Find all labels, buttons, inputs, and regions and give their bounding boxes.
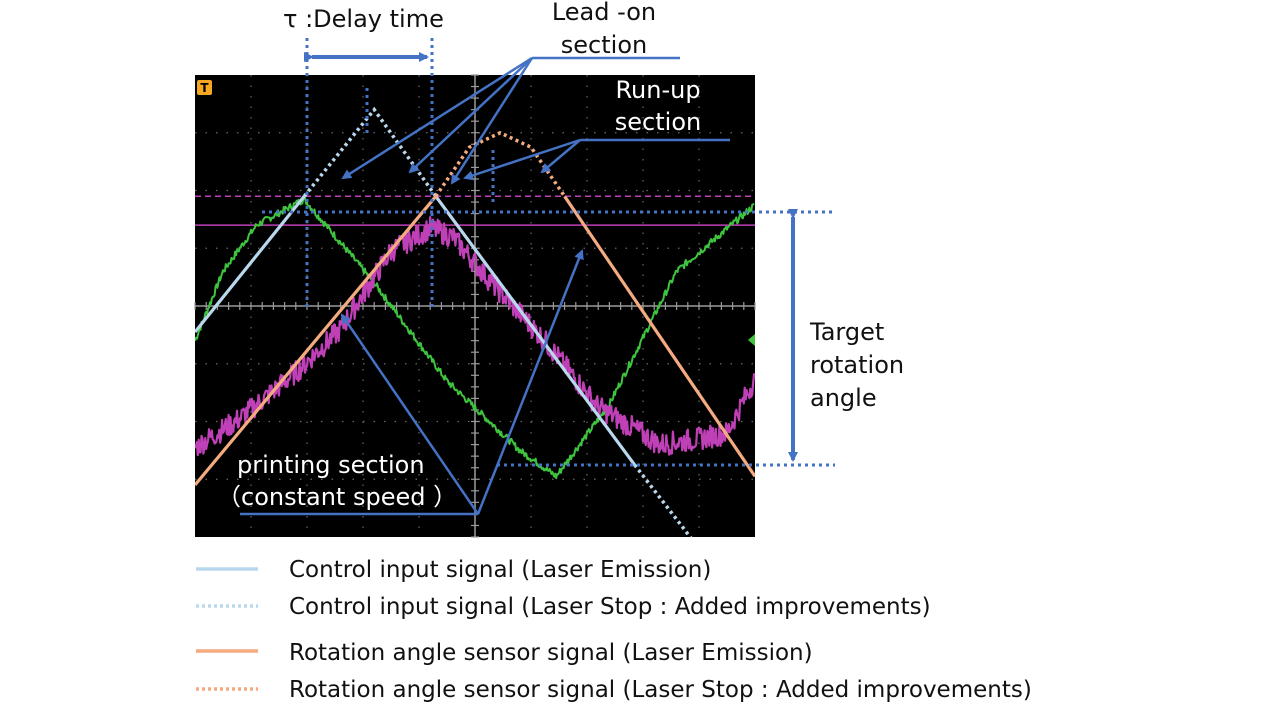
legend-label-1: Control input signal (Laser Emission) [289, 557, 711, 583]
lead-on-leader-3 [450, 57, 534, 185]
annotations [240, 38, 835, 516]
series-3-segment-2 [563, 195, 755, 478]
trigger-marker: T [197, 80, 212, 95]
run-up-label-line2: section [615, 108, 701, 136]
target-label-line2: rotation [810, 351, 904, 379]
legend: Control input signal (Laser Emission) Co… [196, 557, 1032, 703]
run-up-label-line1: Run-up [615, 76, 700, 104]
series-1-segment-1 [195, 195, 306, 334]
printing-label-line1: printing section [237, 451, 425, 479]
lead-on-label-line1: Lead -on [552, 0, 656, 26]
printing-label-line2: （constant speed ） [217, 483, 457, 511]
reference-levels [195, 195, 755, 226]
delay-time-label: τ :Delay time [283, 5, 444, 33]
legend-label-2: Control input signal (Laser Stop : Added… [289, 594, 931, 620]
run-up-leader-1 [463, 138, 581, 181]
target-label-line3: angle [810, 384, 877, 412]
legend-item-2: Control input signal (Laser Stop : Added… [196, 594, 931, 620]
channel-marker-icon [748, 334, 755, 346]
legend-item-3: Rotation angle sensor signal (Laser Emis… [196, 640, 813, 666]
raw-trace-1 [195, 195, 755, 480]
lead-on-label-line2: section [561, 31, 647, 59]
series-3-segment-1 [195, 195, 438, 487]
trigger-marker-label: T [200, 81, 209, 95]
legend-item-1: Control input signal (Laser Emission) [196, 557, 711, 583]
legend-item-4: Rotation angle sensor signal (Laser Stop… [196, 677, 1032, 703]
lead-on-leader-2 [408, 57, 533, 174]
legend-label-4: Rotation angle sensor signal (Laser Stop… [289, 677, 1032, 703]
raw-trace-2 [195, 215, 755, 457]
series-4-segment-1 [434, 130, 567, 198]
printing-leader-2 [476, 249, 584, 515]
run-up-leader-2 [540, 139, 581, 174]
legend-label-3: Rotation angle sensor signal (Laser Emis… [289, 640, 813, 666]
raw-traces [195, 195, 755, 480]
series-1-segment-2 [434, 195, 636, 466]
target-label-line1: Target [809, 318, 884, 346]
lead-on-leader-1 [341, 56, 533, 180]
printing-leader-1 [340, 313, 480, 515]
series-2-segment-2 [633, 463, 693, 537]
